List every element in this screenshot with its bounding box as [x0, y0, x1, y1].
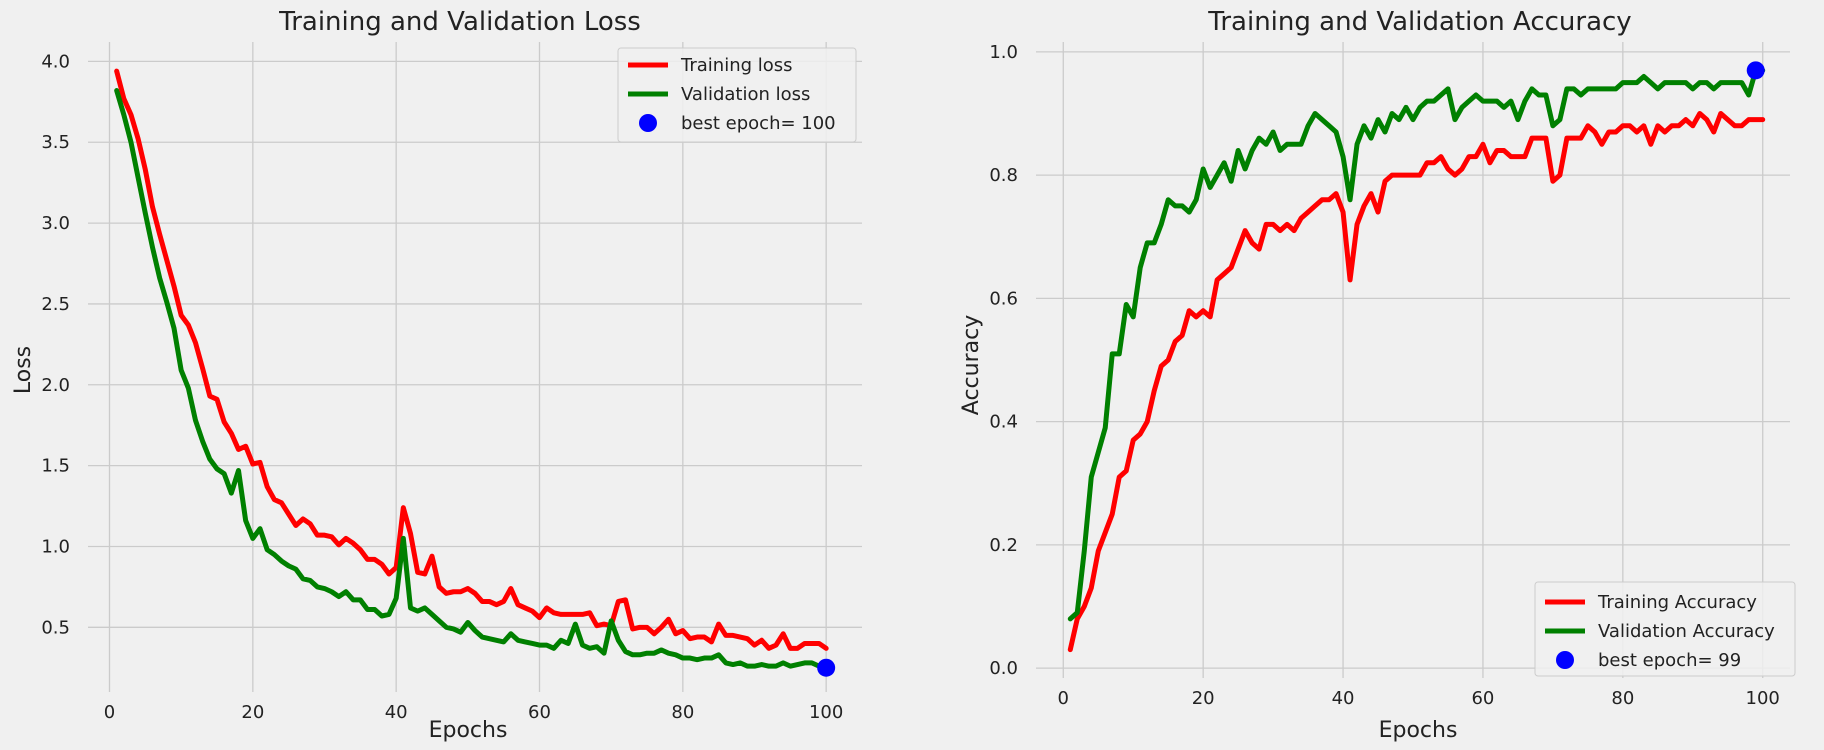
legend-label-validation-accuracy: Validation Accuracy [1598, 621, 1775, 642]
accuracy-series-validation-line [1067, 67, 1766, 622]
loss-y-tick-label: 2.5 [41, 294, 70, 315]
loss-y-tick-label: 4.0 [41, 51, 70, 72]
loss-y-tick-label: 3.0 [41, 213, 70, 234]
accuracy-best-point-layer [1746, 61, 1765, 80]
accuracy-best-epoch-point [1746, 61, 1765, 80]
accuracy-y-tick-label: 0.0 [989, 658, 1018, 679]
accuracy-x-tick-label: 0 [1058, 688, 1069, 709]
legend-label-best-epoch-accuracy: best epoch= 99 [1598, 650, 1741, 671]
accuracy-x-tick-label: 60 [1471, 688, 1494, 709]
loss-y-ticks: 0.5 1.0 1.5 2.0 2.5 3.0 3.5 4.0 [41, 51, 70, 638]
accuracy-x-axis-label: Epochs [1379, 718, 1458, 743]
accuracy-lines [1067, 67, 1766, 653]
loss-y-tick-label: 3.5 [41, 132, 70, 153]
accuracy-chart: Training and Validation Accuracy 0 20 40 60… [959, 7, 1796, 743]
loss-y-tick-label: 1.0 [41, 536, 70, 557]
accuracy-x-ticks: 0 20 40 60 80 100 [1058, 688, 1780, 709]
legend-marker-best-epoch-accuracy [1556, 651, 1574, 669]
loss-x-tick-label: 40 [385, 702, 408, 723]
accuracy-legend: Training Accuracy Validation Accuracy be… [1534, 581, 1796, 677]
accuracy-y-axis-label: Accuracy [959, 315, 984, 415]
accuracy-y-tick-label: 0.4 [989, 412, 1018, 433]
loss-x-tick-label: 60 [528, 702, 551, 723]
loss-x-ticks: 0 20 40 60 80 100 [104, 702, 844, 723]
legend-label-training-loss: Training loss [680, 55, 793, 76]
accuracy-x-tick-label: 40 [1332, 688, 1355, 709]
loss-y-tick-label: 1.5 [41, 456, 70, 477]
loss-chart: Training and Validation Loss 0 20 40 60 80 10… [11, 7, 862, 743]
loss-series-validation-line [114, 88, 829, 671]
accuracy-series-training-line [1067, 110, 1766, 653]
loss-x-axis-label: Epochs [429, 718, 508, 743]
loss-legend: Training loss Validation loss best epoch… [617, 47, 857, 143]
loss-x-tick-label: 80 [671, 702, 694, 723]
legend-marker-best-epoch-loss [639, 114, 657, 132]
loss-best-epoch-point [817, 658, 836, 677]
accuracy-y-tick-label: 1.0 [989, 42, 1018, 63]
loss-x-tick-label: 0 [104, 702, 115, 723]
accuracy-y-tick-label: 0.6 [989, 288, 1018, 309]
loss-y-axis-label: Loss [11, 346, 36, 394]
loss-x-tick-label: 20 [241, 702, 264, 723]
loss-x-tick-label: 100 [809, 702, 843, 723]
legend-label-validation-loss: Validation loss [681, 84, 810, 105]
accuracy-x-tick-label: 80 [1611, 688, 1634, 709]
accuracy-chart-title: Training and Validation Accuracy [1207, 7, 1631, 37]
loss-y-tick-label: 0.5 [41, 617, 70, 638]
legend-label-training-accuracy: Training Accuracy [1597, 592, 1757, 613]
loss-chart-title: Training and Validation Loss [278, 7, 641, 37]
accuracy-y-ticks: 0.0 0.2 0.4 0.6 0.8 1.0 [989, 42, 1018, 679]
accuracy-y-tick-label: 0.2 [989, 535, 1018, 556]
loss-lines [114, 68, 829, 671]
loss-y-tick-label: 2.0 [41, 375, 70, 396]
accuracy-x-tick-label: 20 [1192, 688, 1215, 709]
loss-series-training-line [114, 68, 829, 651]
loss-best-point-layer [817, 658, 836, 677]
accuracy-x-tick-label: 100 [1746, 688, 1780, 709]
legend-label-best-epoch-loss: best epoch= 100 [681, 113, 836, 134]
accuracy-y-tick-label: 0.8 [989, 165, 1018, 186]
